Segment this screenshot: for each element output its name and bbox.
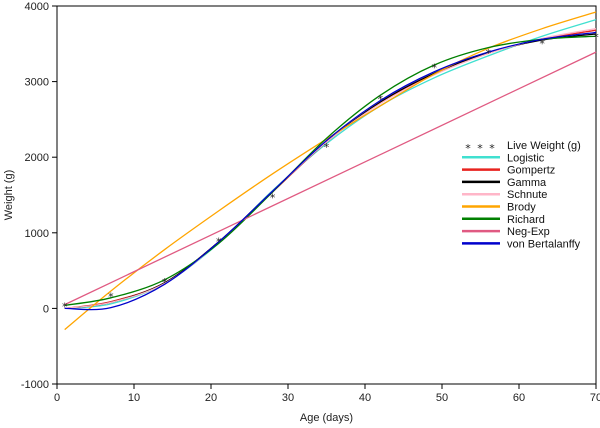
legend-marker-live-weight: * [489,142,495,155]
legend-label-live-weight: Live Weight (g) [507,140,581,152]
y-tick-label: 1000 [25,228,49,240]
legend-label-schnute: Schnute [507,189,547,201]
legend-label-von-bertalanffy: von Bertalanffy [507,238,581,250]
x-tick-label: 40 [359,392,371,404]
observed-point-marker: * [593,31,599,44]
x-tick-label: 10 [128,392,140,404]
series-line-von-bertalanffy [64,31,597,311]
observed-point-marker: * [162,276,168,289]
observed-point-marker: * [378,93,384,106]
x-tick-label: 30 [282,392,294,404]
observed-point-marker: * [62,300,68,313]
legend-label-brody: Brody [507,202,536,214]
y-tick-label: 2000 [25,152,49,164]
y-tick-label: -1000 [21,379,49,391]
x-tick-label: 70 [590,392,600,404]
x-tick-label: 50 [436,392,448,404]
x-tick-label: 20 [205,392,217,404]
plot-area-frame [56,5,597,385]
x-axis-title: Age (days) [300,412,353,424]
series-layer [64,11,597,331]
legend-label-neg-exp: Neg-Exp [507,226,550,238]
observed-markers-layer: * * * * * * * * * * * [62,31,599,313]
observed-point-marker: * [108,291,114,304]
y-axis-title: Weight (g) [3,170,15,221]
x-tick-label: 0 [54,392,60,404]
x-tick-label: 60 [513,392,525,404]
observed-point-marker: * [539,37,545,50]
observed-point-marker: * [216,235,222,248]
y-tick-label: 3000 [25,77,49,89]
legend-label-gamma: Gamma [507,177,547,189]
observed-point-marker: * [432,61,438,74]
legend-marker-live-weight: * [477,142,483,155]
series-line-richard [64,35,597,307]
series-line-neg-exp [64,51,597,306]
series-line-brody [64,11,597,331]
legend-label-logistic: Logistic [507,152,545,164]
observed-point-marker: * [324,141,330,154]
observed-point-marker: * [485,47,491,60]
y-tick-label: 0 [43,303,49,315]
legend-label-richard: Richard [507,214,545,226]
legend-label-gompertz: Gompertz [507,165,555,177]
legend: * * * Live Weight (g)LogisticGompertzGammaS… [462,140,581,250]
y-tick-label: 4000 [25,1,49,13]
observed-point-marker: * [270,192,276,205]
x-axis: 0 10 20 30 40 50 60 70 [54,384,600,404]
y-axis: -1000 0 1000 2000 3000 4000 [21,1,57,391]
legend-marker-live-weight: * [465,142,471,155]
series-line-schnute [64,28,597,310]
